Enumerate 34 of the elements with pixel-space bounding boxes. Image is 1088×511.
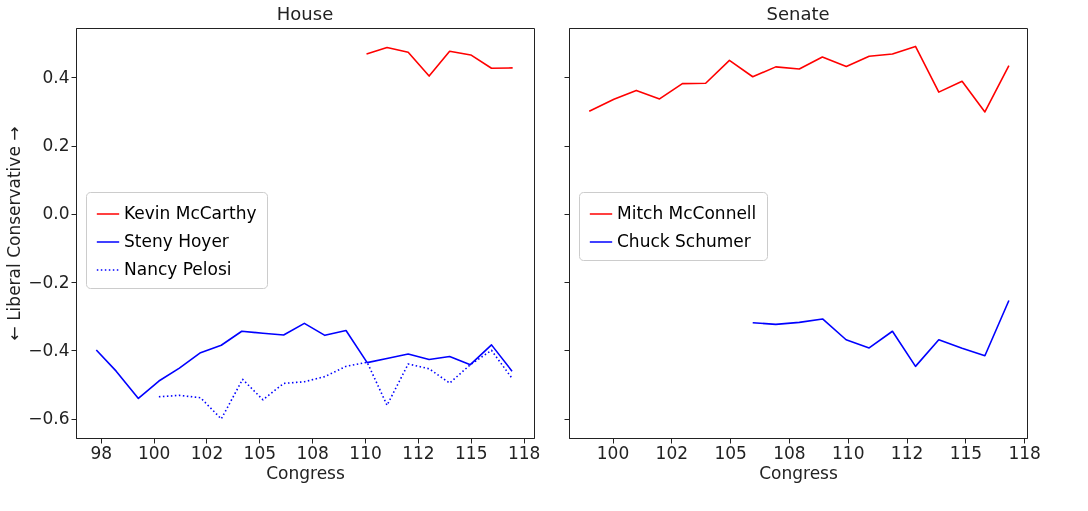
x-tick-label: 108: [773, 442, 806, 463]
chart-title: House: [276, 3, 334, 24]
legend-label: Mitch McConnell: [617, 203, 757, 223]
x-tick-label: 115: [949, 442, 983, 463]
legend-label: Steny Hoyer: [124, 231, 229, 251]
y-tick-label: −0.6: [28, 408, 70, 429]
legend-label: Chuck Schumer: [617, 231, 751, 251]
y-tick-label: −0.4: [28, 339, 70, 360]
x-tick-label: 105: [714, 442, 747, 463]
y-tick-label: −0.2: [28, 271, 70, 292]
x-tick-label: 102: [190, 442, 224, 463]
y-tick-label: 0.2: [42, 135, 70, 156]
line-series: [365, 46, 514, 77]
y-tick-label: 0.4: [42, 66, 70, 87]
x-tick-label: 112: [402, 442, 435, 463]
x-tick-label: 112: [890, 442, 924, 463]
y-tick-label: 0.0: [42, 203, 70, 224]
x-tick-label: 98: [90, 442, 113, 463]
y-axis-title: ← Liberal Conservative →: [4, 126, 25, 341]
x-tick-label: 115: [455, 442, 488, 463]
x-tick-label: 110: [832, 442, 865, 463]
x-tick-label: 100: [137, 442, 171, 463]
x-tick-label: 110: [349, 442, 382, 463]
x-tick-label: 102: [655, 442, 689, 463]
legend-label: Nancy Pelosi: [124, 259, 232, 279]
x-tick-label: 118: [507, 442, 541, 463]
x-tick-label: 108: [296, 442, 329, 463]
chart-title: Senate: [766, 3, 830, 24]
x-tick-label: 118: [1008, 442, 1041, 463]
x-tick-label: 105: [243, 442, 277, 463]
legend-label: Kevin McCarthy: [124, 203, 257, 223]
x-tick-label: 100: [596, 442, 630, 463]
x-axis-title: Congress: [759, 462, 838, 483]
x-axis-title: Congress: [266, 462, 345, 483]
